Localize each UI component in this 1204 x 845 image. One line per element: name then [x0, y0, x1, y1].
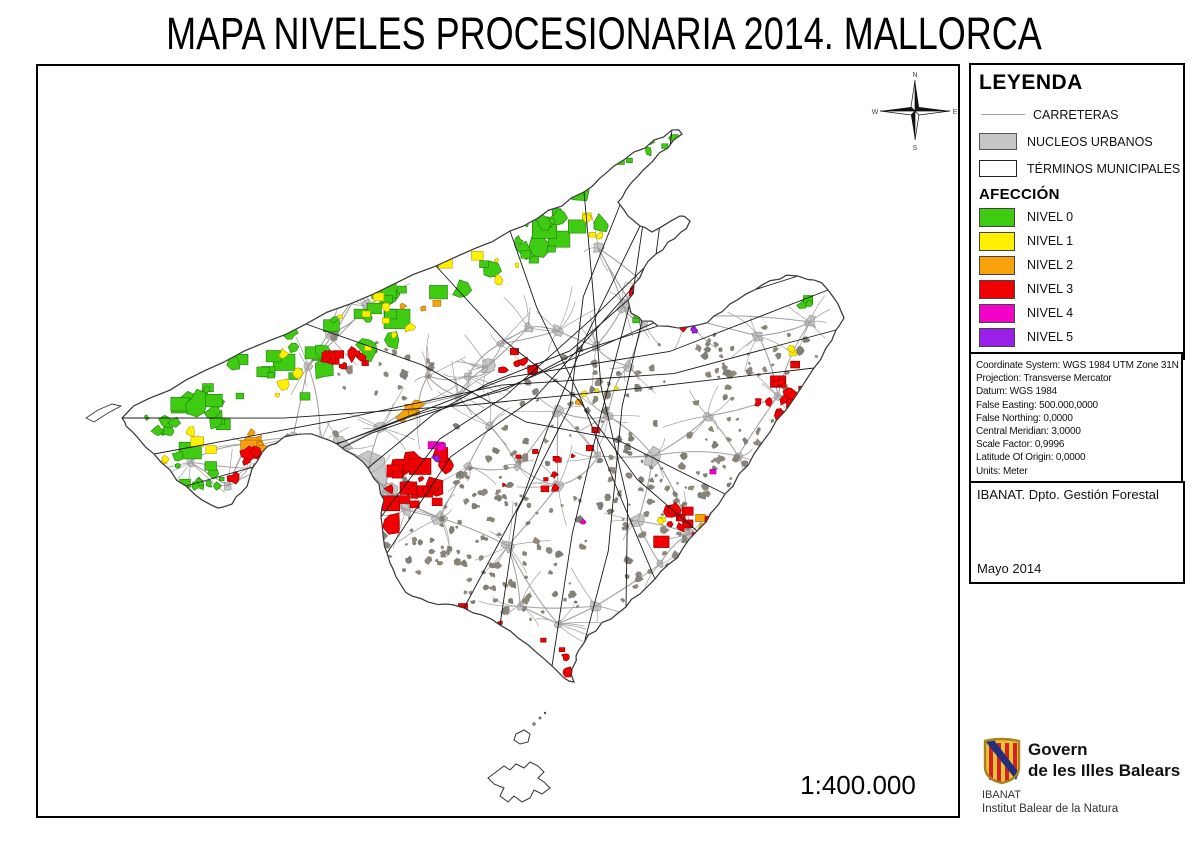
urban-swatch — [979, 133, 1017, 150]
legend-level-1: NIVEL 1 — [977, 229, 1177, 253]
coord-line: Datum: WGS 1984 — [976, 386, 1057, 398]
coord-line: Coordinate System: WGS 1984 UTM Zone 31N — [976, 360, 1179, 371]
legend-item-terminos: TÉRMINOS MUNICIPALES — [977, 155, 1180, 182]
department-label: IBANAT. Dpto. Gestión Forestal — [977, 487, 1159, 502]
level3-swatch — [979, 279, 1015, 299]
coord-line: Projection: Transverse Mercator — [976, 373, 1112, 385]
compass-n-label: N — [912, 72, 917, 79]
govern-wordmark: Govern de les Illes Balears — [1028, 740, 1181, 780]
coord-line: Latitude Of Origin: 0,0000 — [976, 452, 1086, 464]
legend-level-3: NIVEL 3 — [977, 277, 1177, 301]
legend-item-nucleos: NUCLEOS URBANOS — [977, 128, 1177, 155]
municipal-swatch — [979, 160, 1017, 177]
coord-line: False Northing: 0,0000 — [976, 412, 1073, 424]
map-canvas: N S E W 1:400.000 — [36, 64, 960, 818]
level0-swatch — [979, 207, 1015, 227]
legend-level-5: NIVEL 5 — [977, 325, 1177, 349]
page-title: MAPA NIVELES PROCESIONARIA 2014. MALLORC… — [166, 8, 1042, 59]
road-line-swatch — [981, 114, 1025, 115]
balears-shield-icon — [983, 737, 1021, 785]
coord-line: False Easting: 500.000,0000 — [976, 399, 1098, 411]
compass-w-label: W — [872, 109, 879, 116]
scale-label: 1:400.000 — [800, 770, 916, 800]
level2-swatch — [979, 255, 1015, 275]
ibanat-label: IBANAT — [982, 789, 1021, 801]
govern-logo: Govern de les Illes Balears IBANAT Insti… — [976, 733, 1196, 833]
legend-heading: LEYENDA — [979, 71, 1083, 94]
affection-heading: AFECCIÓN — [979, 186, 1060, 203]
level1-swatch — [979, 231, 1015, 251]
institut-label: Institut Balear de la Natura — [982, 803, 1119, 815]
coord-line: Central Meridian: 3,0000 — [976, 426, 1081, 438]
level4-swatch — [979, 303, 1015, 323]
legend-panel: LEYENDA CARRETERAS NUCLEOS URBANOS TÉRMI… — [969, 63, 1185, 360]
coordinate-system-panel: Coordinate System: WGS 1984 UTM Zone 31N… — [969, 352, 1183, 486]
legend-level-0: NIVEL 0 — [977, 205, 1177, 229]
legend-level-2: NIVEL 2 — [977, 253, 1177, 277]
level5-swatch — [979, 327, 1015, 347]
compass-s-label: S — [913, 145, 918, 152]
compass-rose-icon: N S E W — [872, 72, 958, 152]
map-date: Mayo 2014 — [977, 561, 1042, 576]
coord-line: Units: Meter — [976, 465, 1028, 477]
credits-panel: IBANAT. Dpto. Gestión Forestal Mayo 2014 — [969, 481, 1185, 584]
legend-item-carreteras: CARRETERAS — [977, 101, 1177, 128]
mallorca-map — [85, 129, 845, 803]
compass-e-label: E — [953, 109, 958, 116]
legend-level-4: NIVEL 4 — [977, 301, 1177, 325]
coord-line: Scale Factor: 0,9996 — [976, 439, 1065, 451]
